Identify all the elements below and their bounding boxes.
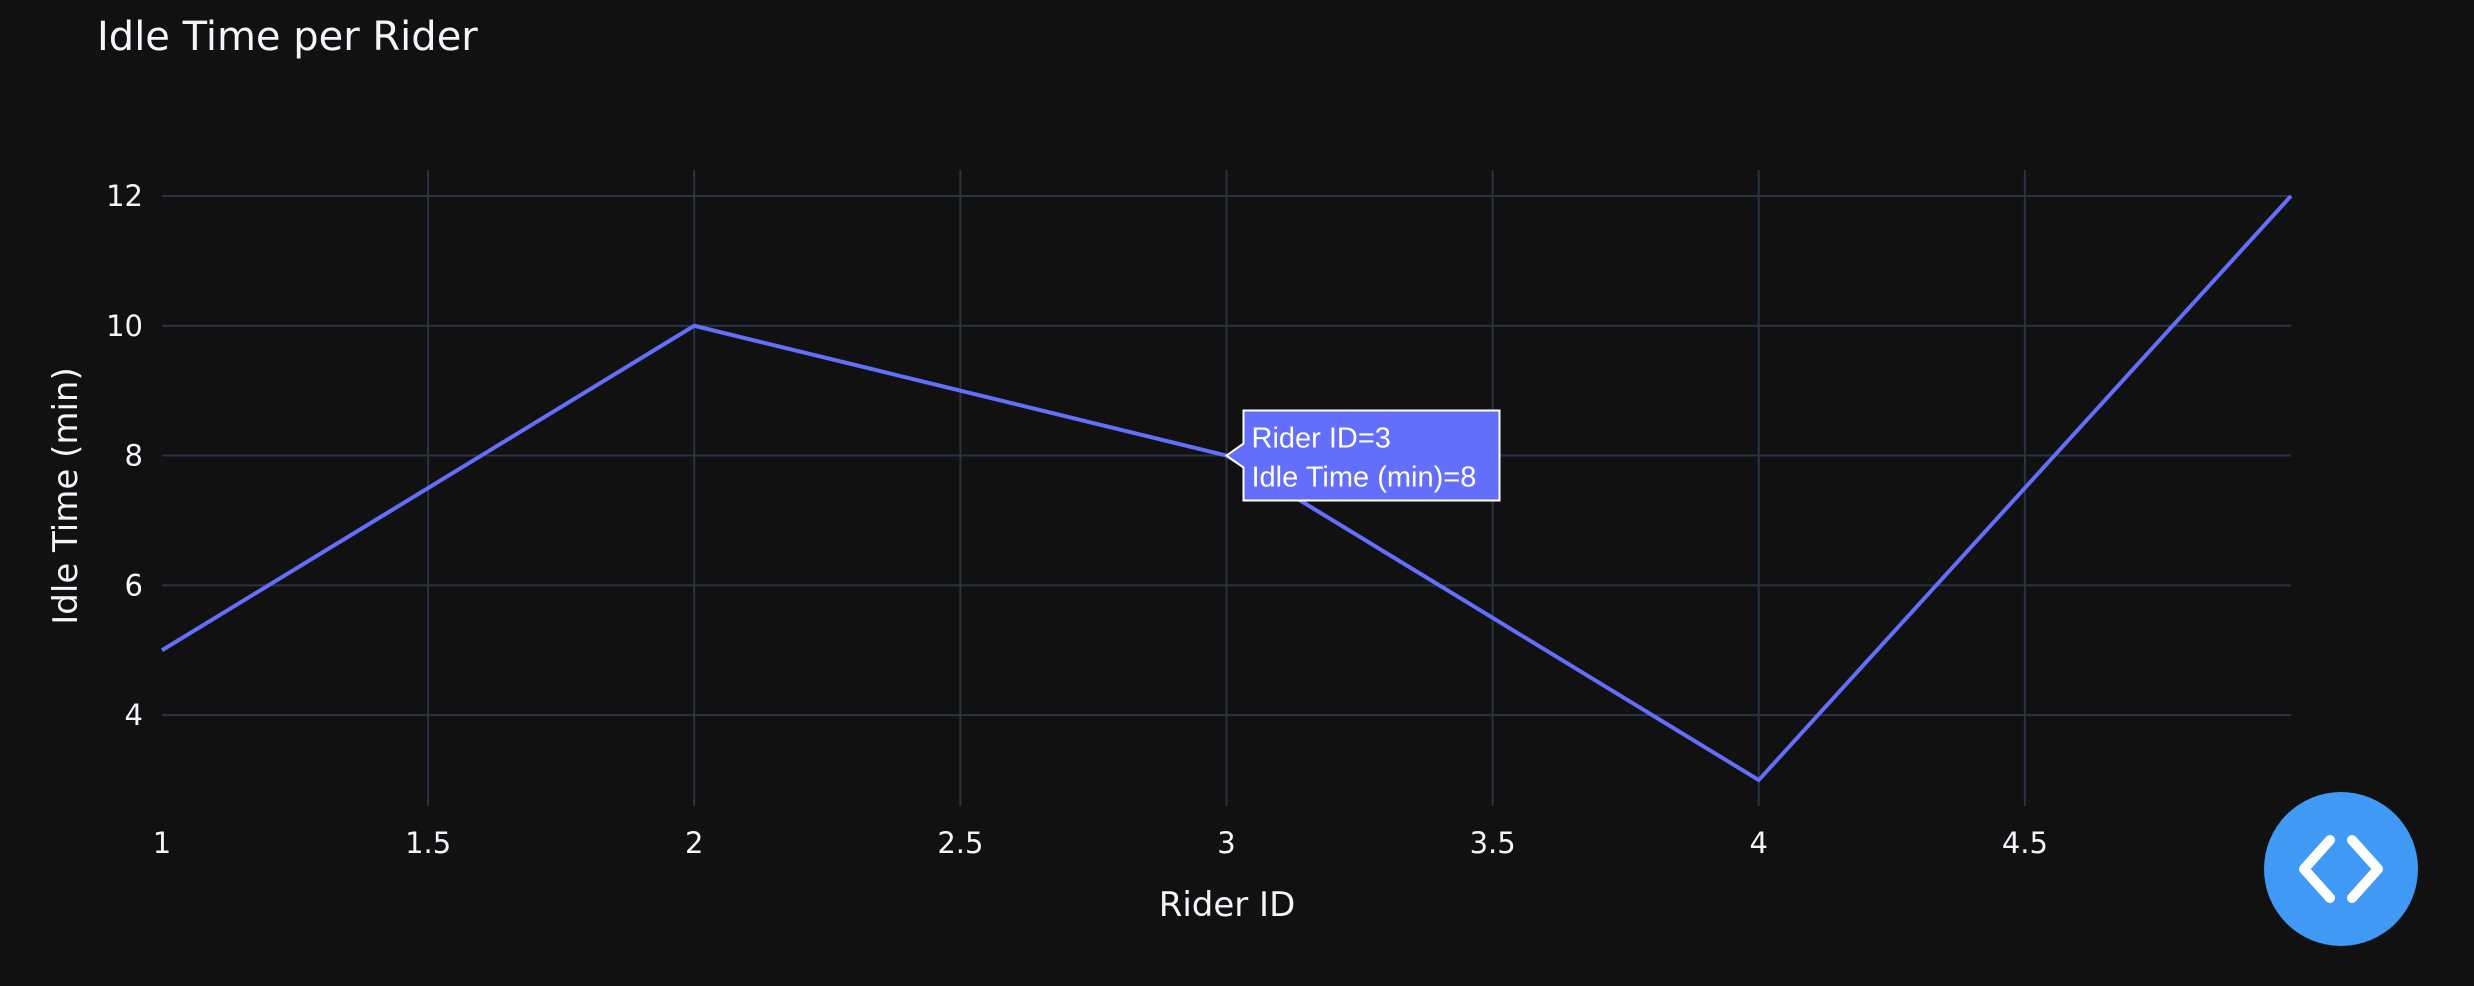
x-tick-label: 2 bbox=[685, 826, 703, 860]
x-tick-label: 1 bbox=[153, 826, 171, 860]
y-tick-label: 12 bbox=[106, 179, 143, 213]
tooltip-line-1: Rider ID=3 bbox=[1252, 423, 1391, 455]
x-tick-label: 3.5 bbox=[1470, 826, 1516, 860]
chart-title: Idle Time per Rider bbox=[97, 14, 478, 60]
code-brackets-icon bbox=[2264, 792, 2418, 946]
y-tick-label: 6 bbox=[125, 568, 143, 602]
y-tick-label: 8 bbox=[125, 439, 143, 473]
x-tick-label: 3 bbox=[1217, 826, 1235, 860]
y-tick-label: 4 bbox=[125, 698, 143, 732]
y-axis-title: Idle Time (min) bbox=[46, 367, 86, 624]
x-axis-title: Rider ID bbox=[1159, 885, 1296, 925]
x-tick-label: 2.5 bbox=[937, 826, 983, 860]
tooltip-line-2: Idle Time (min)=8 bbox=[1252, 462, 1477, 494]
code-toggle-button[interactable] bbox=[2264, 792, 2418, 946]
x-tick-label: 4 bbox=[1750, 826, 1768, 860]
x-tick-label: 4.5 bbox=[2002, 826, 2048, 860]
tooltip-box bbox=[1224, 409, 1501, 502]
tick-labels: 1 1.5 2 2.5 3 3.5 4 4.5 4 6 8 10 12 bbox=[106, 179, 2048, 860]
grid bbox=[162, 170, 2291, 806]
y-tick-label: 10 bbox=[106, 309, 143, 343]
x-tick-label: 1.5 bbox=[405, 826, 451, 860]
hover-tooltip: Rider ID=3 Idle Time (min)=8 bbox=[1224, 409, 1501, 502]
